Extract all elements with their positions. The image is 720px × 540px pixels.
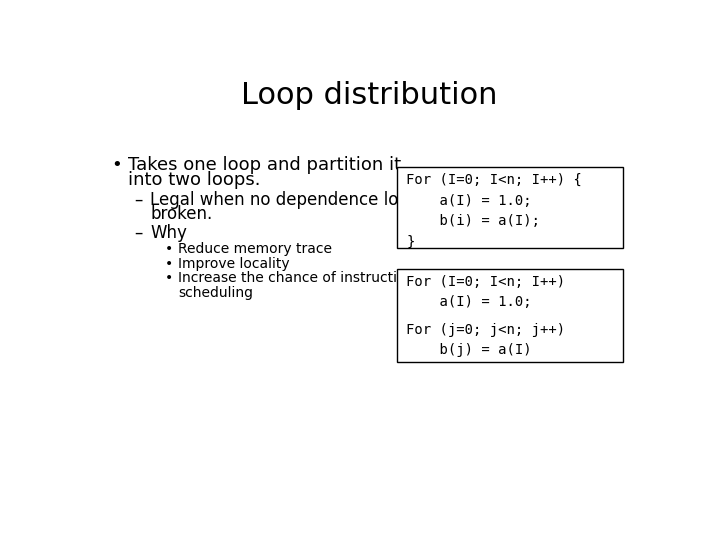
Text: a(I) = 1.0;: a(I) = 1.0; <box>406 295 532 309</box>
Text: •: • <box>111 156 122 174</box>
FancyBboxPatch shape <box>397 167 623 248</box>
Text: –: – <box>135 224 143 241</box>
Text: •: • <box>166 272 174 286</box>
Text: into two loops.: into two loops. <box>128 171 261 189</box>
Text: b(j) = a(I): b(j) = a(I) <box>406 342 532 356</box>
Text: •: • <box>166 242 174 256</box>
Text: •: • <box>166 257 174 271</box>
Text: Legal when no dependence loop is: Legal when no dependence loop is <box>150 191 438 209</box>
Text: Loop distribution: Loop distribution <box>240 82 498 111</box>
FancyBboxPatch shape <box>397 268 623 362</box>
Text: Improve locality: Improve locality <box>178 257 289 271</box>
Text: For (I=0; I<n; I++): For (I=0; I<n; I++) <box>406 275 565 289</box>
Text: scheduling: scheduling <box>178 286 253 300</box>
Text: For (j=0; j<n; j++): For (j=0; j<n; j++) <box>406 322 565 336</box>
Text: For (I=0; I<n; I++) {
    a(I) = 1.0;
    b(i) = a(I);
}: For (I=0; I<n; I++) { a(I) = 1.0; b(i) =… <box>406 173 582 249</box>
Text: broken.: broken. <box>150 205 212 224</box>
Text: Takes one loop and partition it: Takes one loop and partition it <box>128 156 401 174</box>
Text: Increase the chance of instruction: Increase the chance of instruction <box>178 272 415 286</box>
Text: –: – <box>135 191 143 209</box>
Text: Reduce memory trace: Reduce memory trace <box>178 242 332 256</box>
Text: Why: Why <box>150 224 187 241</box>
